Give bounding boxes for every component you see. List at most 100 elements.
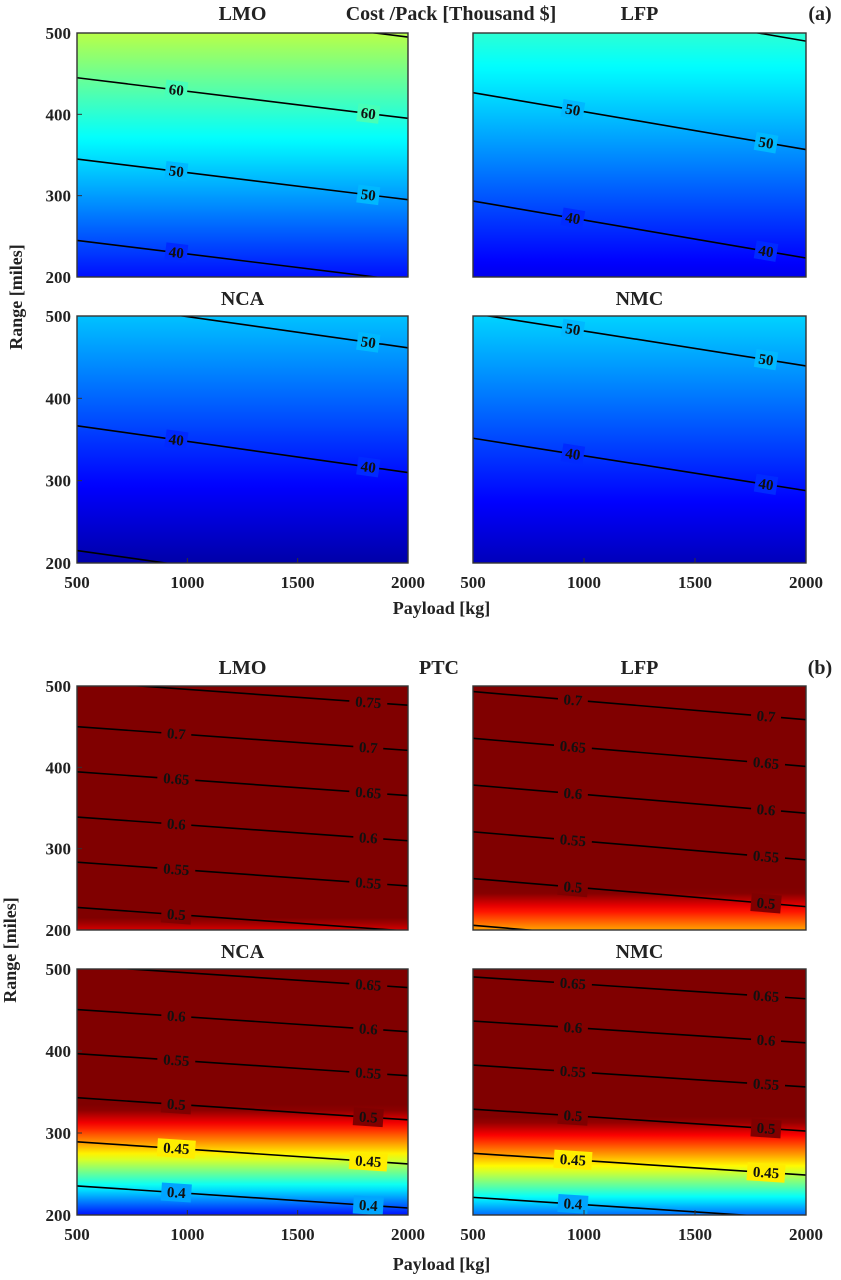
ptc-nca-contour-label-0.4-0: 0.4 <box>166 1185 186 1202</box>
ptc-nca-subplot-title: NCA <box>221 941 265 963</box>
ptc-nmc-contour-0.5 <box>473 1108 806 1132</box>
cost-per-pack-nca-xtick-1500: 1500 <box>281 573 315 592</box>
ptc-lfp-contour-label-0.65-0: 0.65 <box>559 739 586 757</box>
ptc-lmo-contour-label-0.7-0: 0.7 <box>166 726 186 743</box>
ptc-nmc-contour-label-0.45-1: 0.45 <box>752 1165 779 1183</box>
cost-per-pack-nca-ytick-200: 200 <box>46 554 72 573</box>
ptc-nca-contour-label-0.45-0: 0.45 <box>163 1141 190 1159</box>
cost-per-pack-nca-contour-label-40-1: 40 <box>360 459 377 477</box>
cost-per-pack-figure: Cost /Pack [Thousand $] (a) Payload [kg] Ra… <box>6 3 832 618</box>
ptc-lfp-contour-label-0.7-1: 0.7 <box>756 709 777 727</box>
ptc-nmc-contour-label-0.45-0: 0.45 <box>559 1152 586 1170</box>
ptc-lfp-contour-label-0.6-0: 0.6 <box>563 786 584 804</box>
ptc-lmo-frame <box>76 685 409 931</box>
ptc-lfp-frame <box>472 685 807 931</box>
ptc-nca-frame <box>76 968 409 1216</box>
ptc-lfp-subplot-title: LFP <box>621 657 659 679</box>
cost-per-pack-title: Cost /Pack [Thousand $] <box>346 3 557 25</box>
cost-per-pack-lfp-contour-40 <box>473 200 806 259</box>
ptc-nca-contour-label-0.4-1: 0.4 <box>358 1198 378 1215</box>
cost-per-pack-ylabel: Range [miles] <box>6 244 26 349</box>
ptc-lfp-subplot: 0.5 0.5 0.55 0.55 0.6 0.6 0.65 0.65 0.7 0.7 LFP <box>472 657 807 931</box>
ptc-lmo-subplot-title: LMO <box>219 657 267 679</box>
ptc-nmc-contour-label-0.65-0: 0.65 <box>559 976 586 994</box>
ptc-nmc-contour-label-0.5-0: 0.5 <box>563 1108 583 1125</box>
ptc-nca-contour-0.6 <box>77 1008 408 1033</box>
cost-per-pack-nca-contour-50 <box>177 316 408 349</box>
cost-per-pack-lmo-contour-label-60-0: 60 <box>168 82 185 100</box>
ptc-nca-ytick-200: 200 <box>46 1206 72 1225</box>
cost-per-pack-lmo-frame <box>76 32 409 278</box>
ptc-nca-contour-label-0.5-1: 0.5 <box>358 1110 378 1127</box>
ptc-nmc-contour-label-0.55-1: 0.55 <box>752 1076 779 1094</box>
ptc-lmo-ytick-400: 400 <box>46 758 72 777</box>
ptc-lfp-contour-label-0.5-0: 0.5 <box>563 879 583 897</box>
ptc-nmc-contour-label-0.4-0: 0.4 <box>563 1196 583 1213</box>
cost-per-pack-nca-xtick-1000: 1000 <box>170 573 204 592</box>
cost-per-pack-lmo-subplot-title: LMO <box>219 3 267 25</box>
ptc-nca-contour-0.4 <box>77 1185 408 1209</box>
ptc-xlabel: Payload [kg] <box>393 1254 491 1274</box>
ptc-ylabel: Range [miles] <box>0 897 20 1002</box>
cost-per-pack-nmc-subplot-title: NMC <box>616 288 664 310</box>
cost-per-pack-nmc-xtick-1500: 1500 <box>678 573 712 592</box>
ptc-lfp-contour-label-0.55-1: 0.55 <box>752 848 779 866</box>
cost-per-pack-lmo-contour-label-50-0: 50 <box>168 163 185 181</box>
cost-per-pack-lfp-contour-label-50-1: 50 <box>757 135 774 153</box>
ptc-lmo-ytick-200: 200 <box>46 921 72 940</box>
cost-per-pack-lmo-ytick-500: 500 <box>46 24 72 43</box>
cost-per-pack-nca-frame <box>76 315 409 564</box>
ptc-nca-contour-label-0.55-0: 0.55 <box>163 1052 190 1070</box>
cost-per-pack-lmo-color-field <box>77 33 408 277</box>
ptc-nmc-subplot: 0.4 0.45 0.45 0.5 0.5 0.55 0.55 0.6 0.6 0.65 0.65 N… <box>460 941 823 1244</box>
cost-per-pack-nmc-contour-label-40-1: 40 <box>757 476 774 494</box>
cost-per-pack-nca-subplot-title: NCA <box>221 288 265 310</box>
cost-per-pack-nmc-contour-label-40-0: 40 <box>564 446 581 464</box>
cost-per-pack-nmc-contour-label-50-1: 50 <box>757 352 774 370</box>
cost-per-pack-lfp-contour-label-50-0: 50 <box>564 102 581 120</box>
ptc-lmo-ytick-500: 500 <box>46 677 72 696</box>
ptc-nca-contour-label-0.5-0: 0.5 <box>166 1097 186 1114</box>
ptc-nca-color-field <box>77 969 408 1215</box>
cost-per-pack-lfp-contour-label-40-0: 40 <box>564 210 581 228</box>
cost-per-pack-nmc-xtick-2000: 2000 <box>789 573 823 592</box>
cost-per-pack-nca-contour-40 <box>77 424 408 474</box>
cost-per-pack-lmo-subplot: 40 50 50 60 60 LMO 200 300 400 500 <box>46 3 409 287</box>
ptc-nca-xtick-1000: 1000 <box>170 1225 204 1244</box>
ptc-lfp-contour-0.7 <box>473 690 806 721</box>
cost-per-pack-lfp-contour-50 <box>473 91 806 151</box>
cost-per-pack-nca-color-field <box>77 316 408 563</box>
ptc-nmc-contour-label-0.6-0: 0.6 <box>563 1020 583 1037</box>
ptc-lmo-contour-0.5 <box>77 906 404 930</box>
cost-per-pack-nmc-frame <box>472 315 807 564</box>
ptc-nmc-contour-0.6 <box>473 1020 806 1044</box>
cost-per-pack-nmc-contour-30 <box>473 562 479 563</box>
cost-per-pack-nca-contour-30 <box>77 549 171 563</box>
ptc-lfp-contour-label-0.55-0: 0.55 <box>559 832 586 850</box>
ptc-nca-ytick-400: 400 <box>46 1042 72 1061</box>
ptc-lmo-contour-label-0.55-0: 0.55 <box>163 861 190 879</box>
ptc-nmc-contour-label-0.5-1: 0.5 <box>756 1121 776 1138</box>
cost-per-pack-lmo-contour-label-60-1: 60 <box>360 106 377 124</box>
cost-per-pack-lfp-subplot-title: LFP <box>621 3 659 25</box>
ptc-title: PTC <box>419 657 459 679</box>
ptc-nmc-xtick-2000: 2000 <box>789 1225 823 1244</box>
cost-per-pack-xlabel: Payload [kg] <box>393 598 491 618</box>
ptc-nca-contour-0.5 <box>77 1096 408 1121</box>
ptc-nca-subplot: 0.4 0.4 0.45 0.45 0.5 0.5 0.55 0.55 0.6 0.6 0.65 NC… <box>46 941 426 1244</box>
ptc-lmo-contour-0.7 <box>77 725 408 752</box>
ptc-lmo-contour-label-0.65-1: 0.65 <box>355 785 382 803</box>
ptc-nca-xtick-500: 500 <box>64 1225 90 1244</box>
cost-per-pack-nca-contour-label-50-1: 50 <box>360 334 377 352</box>
cost-per-pack-lmo-contour-60 <box>77 76 408 120</box>
ptc-lmo-color-field <box>77 686 408 930</box>
cost-per-pack-nca-contour-label-40-0: 40 <box>168 432 185 450</box>
ptc-nca-contour-label-0.6-1: 0.6 <box>358 1021 378 1038</box>
ptc-panel-tag: (b) <box>808 657 832 679</box>
ptc-nmc-subplot-title: NMC <box>616 941 664 963</box>
ptc-lmo-contour-label-0.75-1: 0.75 <box>355 694 382 712</box>
ptc-nca-xtick-2000: 2000 <box>391 1225 425 1244</box>
ptc-lfp-contour-0.5 <box>473 877 806 908</box>
ptc-lmo-contour-label-0.6-1: 0.6 <box>358 830 378 847</box>
